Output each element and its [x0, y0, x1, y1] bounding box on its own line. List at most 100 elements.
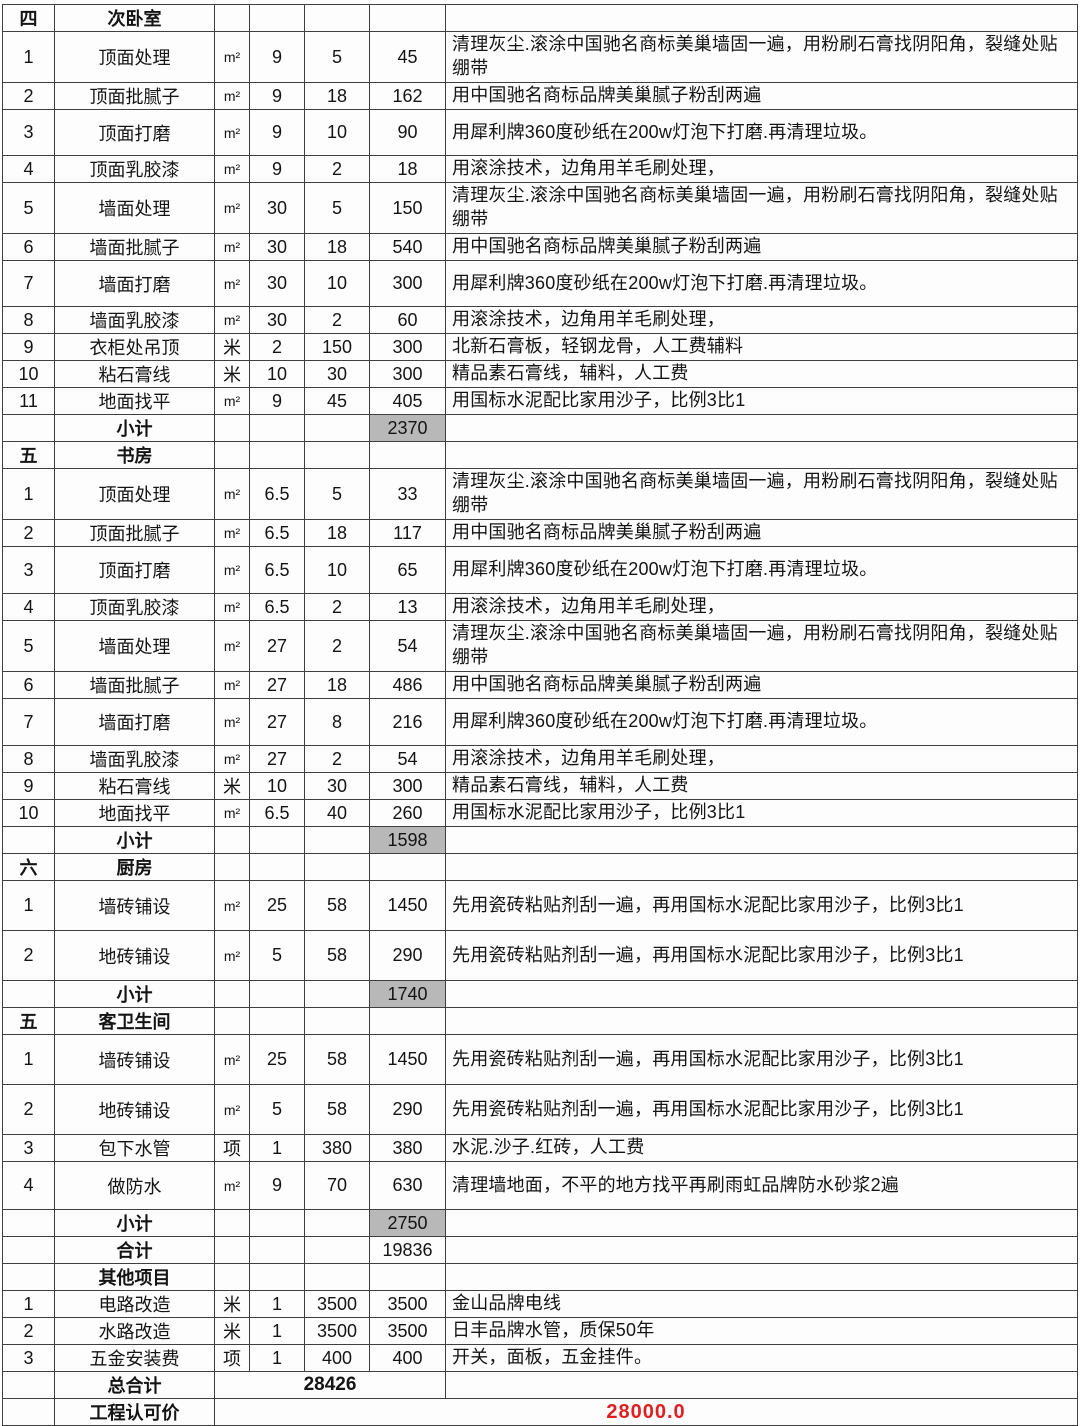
qty-cell: [249, 4, 305, 32]
price-cell: [304, 1263, 370, 1291]
unit-cell: m²: [214, 31, 250, 83]
item-row: 3 包下水管项 1 380 380 水泥.沙子.红砖，人工费: [2, 1134, 1078, 1162]
price-cell: [304, 414, 370, 442]
unit-cell: m²: [214, 620, 250, 672]
amount-cell: 405: [369, 387, 446, 415]
qty-cell: [249, 1209, 305, 1237]
item-row: 9 粘石膏线米 10 30 300 精品素石膏线，辅料，人工费: [2, 772, 1078, 800]
row-number-cell: 6: [2, 233, 55, 261]
row-number-cell: 9: [2, 772, 55, 800]
qty-cell: 27: [249, 671, 305, 699]
amount-cell: 162: [369, 82, 446, 110]
grand-row: 总合计 28426: [2, 1371, 1078, 1399]
amount-cell: 90: [369, 109, 446, 156]
row-number-cell: 10: [2, 799, 55, 827]
total-amount-cell: 19836: [369, 1236, 446, 1264]
unit-cell: m²: [214, 546, 250, 594]
item-name-cell: 墙砖铺设: [54, 1034, 215, 1085]
row-number-cell: 7: [2, 260, 55, 307]
item-row: 3 顶面打磨 m² 6.5 10 65 用犀利牌360度砂纸在200w灯泡下打磨.再清理垃圾…: [2, 546, 1078, 594]
desc-cell: 先用瓷砖粘贴剂刮一遍，再用国标水泥配比家用沙子，比例3比1: [445, 1034, 1078, 1085]
unit-cell: 米: [214, 1317, 250, 1345]
item-row: 4 顶面乳胶漆 m² 6.5 2 13 用滚涂技术，边角用羊毛刷处理，: [2, 593, 1078, 621]
desc-cell: 用中国驰名商标品牌美巢腻子粉刮两遍: [445, 233, 1078, 261]
price-cell: 2: [304, 155, 370, 183]
row-number-cell: 9: [2, 333, 55, 361]
desc-cell: 用国标水泥配比家用沙子，比例3比1: [445, 387, 1078, 415]
qty-cell: 9: [249, 155, 305, 183]
section-row: 五客卫生间: [2, 1007, 1078, 1035]
unit-cell: [214, 1007, 250, 1035]
amount-cell: [369, 853, 446, 881]
price-cell: 5: [304, 468, 370, 520]
qty-cell: [249, 826, 305, 854]
qty-cell: 6.5: [249, 468, 305, 520]
unit-cell: m²: [214, 930, 250, 981]
price-cell: 18: [304, 233, 370, 261]
price-cell: 150: [304, 333, 370, 361]
amount-cell: 1450: [369, 1034, 446, 1085]
item-row: 3 顶面打磨 m² 9 10 90 用犀利牌360度砂纸在200w灯泡下打磨.再清理垃圾。: [2, 109, 1078, 156]
row-number-cell: [2, 1236, 55, 1264]
unit-cell: 项: [214, 1344, 250, 1372]
section-number-cell: 五: [2, 1007, 55, 1035]
qty-cell: 27: [249, 698, 305, 746]
subtotal-amount-cell: 2370: [369, 414, 446, 442]
subtotal-row: 小计 2750: [2, 1209, 1078, 1237]
desc-cell: 用犀利牌360度砂纸在200w灯泡下打磨.再清理垃圾。: [445, 546, 1078, 594]
grand-total-label-cell: 总合计: [54, 1371, 215, 1399]
desc-cell: 清理墙地面，不平的地方找平再刷雨虹品牌防水砂浆2遍: [445, 1161, 1078, 1210]
subtotal-label-cell: 小计: [54, 826, 215, 854]
price-cell: 70: [304, 1161, 370, 1210]
row-number-cell: 2: [2, 82, 55, 110]
item-name-cell: 地面找平: [54, 387, 215, 415]
item-row: 4 做防水 m² 9 70 630 清理墙地面，不平的地方找平再刷雨虹品牌防水砂浆2遍: [2, 1161, 1078, 1210]
qty-cell: 9: [249, 82, 305, 110]
item-name-cell: 顶面处理: [54, 468, 215, 520]
unit-cell: 项: [214, 1134, 250, 1162]
unit-cell: m²: [214, 593, 250, 621]
item-row: 2 水路改造米 1 3500 3500 日丰品牌水管，质保50年: [2, 1317, 1078, 1345]
item-row: 3 五金安装费项 1 400 400 开关，面板，五金挂件。: [2, 1344, 1078, 1372]
price-cell: 10: [304, 546, 370, 594]
row-number-cell: 6: [2, 671, 55, 699]
price-cell: 58: [304, 880, 370, 931]
qty-cell: 27: [249, 745, 305, 773]
item-name-cell: 衣柜处吊顶: [54, 333, 215, 361]
item-row: 6 墙面批腻子 m² 27 18 486 用中国驰名商标品牌美巢腻子粉刮两遍: [2, 671, 1078, 699]
price-cell: 40: [304, 799, 370, 827]
amount-cell: [369, 1263, 446, 1291]
item-row: 2 地砖铺设 m² 5 58 290 先用瓷砖粘贴剂刮一遍，再用国标水泥配比家用沙子，比例3…: [2, 1084, 1078, 1135]
qty-cell: 1: [249, 1134, 305, 1162]
price-cell: 18: [304, 671, 370, 699]
unit-cell: m²: [214, 880, 250, 931]
item-row: 2 顶面批腻子 m² 9 18 162 用中国驰名商标品牌美巢腻子粉刮两遍: [2, 82, 1078, 110]
unit-cell: 米: [214, 1290, 250, 1318]
amount-cell: 1450: [369, 880, 446, 931]
desc-cell: 北新石膏板，轻钢龙骨，人工费辅料: [445, 333, 1078, 361]
desc-cell: 清理灰尘.滚涂中国驰名商标美巢墙固一遍，用粉刷石膏找阴阳角，裂缝处贴绷带: [445, 620, 1078, 672]
row-number-cell: 1: [2, 1290, 55, 1318]
qty-cell: 10: [249, 772, 305, 800]
unit-cell: m²: [214, 519, 250, 547]
item-row: 8 墙面乳胶漆 m² 30 2 60 用滚涂技术，边角用羊毛刷处理，: [2, 306, 1078, 334]
price-cell: 5: [304, 31, 370, 83]
qty-cell: 1: [249, 1290, 305, 1318]
price-cell: [304, 1236, 370, 1264]
amount-cell: 13: [369, 593, 446, 621]
row-number-cell: 3: [2, 546, 55, 594]
qty-cell: 9: [249, 31, 305, 83]
subtotal-amount-cell: 2750: [369, 1209, 446, 1237]
amount-cell: 45: [369, 31, 446, 83]
price-cell: [304, 980, 370, 1008]
subtotal-row: 小计 1598: [2, 826, 1078, 854]
qty-cell: 6.5: [249, 546, 305, 594]
subtotal-amount-cell: 1598: [369, 826, 446, 854]
desc-cell: 清理灰尘.滚涂中国驰名商标美巢墙固一遍，用粉刷石膏找阴阳角，裂缝处贴绷带: [445, 182, 1078, 234]
desc-cell: 水泥.沙子.红砖，人工费: [445, 1134, 1078, 1162]
desc-cell: [445, 826, 1078, 854]
row-number-cell: 2: [2, 1084, 55, 1135]
price-cell: [304, 826, 370, 854]
item-name-cell: 顶面批腻子: [54, 82, 215, 110]
desc-cell: 先用瓷砖粘贴剂刮一遍，再用国标水泥配比家用沙子，比例3比1: [445, 1084, 1078, 1135]
